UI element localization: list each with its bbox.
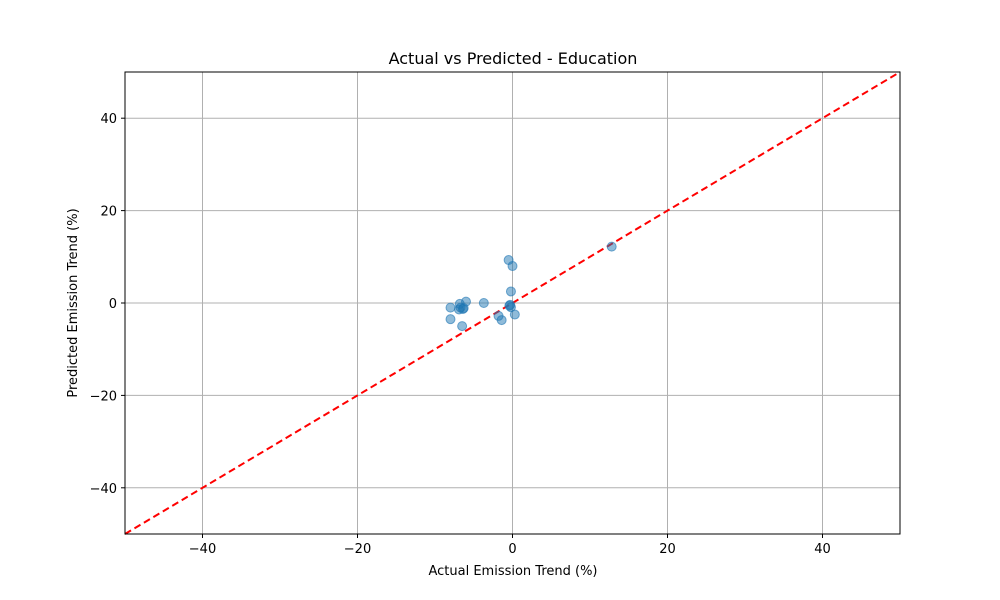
x-tick-label: 20 (659, 542, 676, 557)
grid (125, 72, 900, 534)
scatter-point (505, 286, 516, 297)
y-tick-label: 20 (100, 205, 117, 220)
x-tick-label: −20 (344, 542, 371, 557)
x-tick-label: −40 (189, 542, 216, 557)
scatter-point (496, 315, 507, 326)
y-axis-label: Predicted Emission Trend (%) (66, 208, 81, 397)
scatter-point (457, 321, 468, 332)
x-tick-label: 0 (508, 542, 516, 557)
scatter-point (445, 314, 456, 325)
y-tick-label: −40 (90, 482, 117, 497)
y-tick-label: −20 (90, 389, 117, 404)
scatter-points (445, 241, 617, 332)
x-tick-label: 40 (814, 542, 831, 557)
scatter-point (606, 241, 617, 252)
chart-title: Actual vs Predicted - Education (389, 49, 638, 68)
scatter-point (454, 304, 465, 315)
scatter-point (478, 298, 489, 308)
scatter-point (445, 302, 456, 313)
x-axis-label: Actual Emission Trend (%) (428, 564, 597, 579)
scatter-point (507, 261, 518, 272)
scatter-point (509, 309, 520, 320)
axis-ticks: −40 −20 0 20 40 −40 −20 0 20 40 (90, 112, 831, 557)
y-tick-label: 0 (109, 297, 117, 312)
y-tick-label: 40 (100, 112, 117, 127)
